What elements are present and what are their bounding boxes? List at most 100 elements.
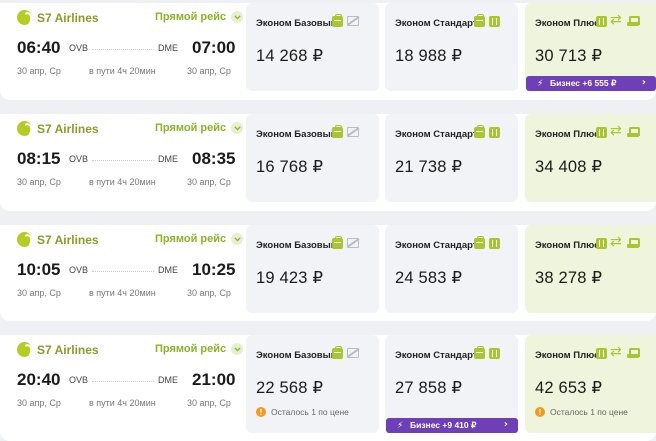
exchange-icon bbox=[610, 344, 623, 360]
no-change-icon bbox=[347, 127, 359, 137]
fare-features bbox=[332, 236, 359, 249]
no-change-icon bbox=[347, 348, 359, 358]
fare-name: Эконом Стандарт bbox=[395, 129, 478, 140]
airline: S7 Airlines bbox=[17, 121, 99, 136]
direct-flight-toggle[interactable]: Прямой рейс bbox=[155, 343, 244, 355]
fare-name: Эконом Стандарт bbox=[395, 18, 478, 29]
fare-option[interactable]: Эконом Стандарт 21 738 ₽ bbox=[385, 114, 518, 202]
departure-time: 10:05 bbox=[17, 260, 61, 279]
flight-duration: в пути 4ч 20мин bbox=[89, 398, 156, 408]
fare-name: Эконом Плюс bbox=[535, 129, 600, 140]
origin-code: OVB bbox=[69, 43, 89, 53]
fare-option[interactable]: Эконом Плюс 34 408 ₽ bbox=[525, 114, 656, 202]
fare-name: Эконом Базовый bbox=[256, 129, 337, 140]
suitcase-icon bbox=[489, 238, 500, 249]
departure-time: 06:40 bbox=[17, 38, 61, 57]
airline-name: S7 Airlines bbox=[37, 121, 99, 136]
fare-option[interactable]: Эконом Базовый 22 568 ₽ ! Осталось 1 по … bbox=[246, 335, 379, 433]
departure-time: 08:15 bbox=[17, 149, 61, 168]
chevron-right-icon: › bbox=[641, 77, 646, 88]
flight-card[interactable]: S7 Airlines Прямой рейс 08:15 OVB DME 08… bbox=[0, 114, 656, 211]
flight-card[interactable]: S7 Airlines Прямой рейс 20:40 OVB DME 21… bbox=[0, 335, 656, 441]
airline-name: S7 Airlines bbox=[37, 232, 99, 247]
route-line bbox=[92, 160, 154, 161]
direct-flight-label: Прямой рейс bbox=[155, 122, 227, 134]
chevron-down-icon[interactable] bbox=[231, 11, 244, 23]
seat-icon bbox=[627, 348, 640, 359]
exchange-icon bbox=[610, 234, 623, 250]
airline-name: S7 Airlines bbox=[37, 342, 99, 357]
fare-features bbox=[596, 123, 640, 139]
s7-logo-icon bbox=[17, 10, 32, 25]
fare-name: Эконом Стандарт bbox=[395, 240, 478, 251]
fare-option[interactable]: Эконом Базовый 19 423 ₽ bbox=[246, 225, 379, 313]
fare-features bbox=[596, 234, 640, 250]
business-upgrade-button[interactable]: ⚡ Бизнес +6 555 ₽ › bbox=[526, 76, 656, 91]
seat-icon bbox=[627, 238, 640, 249]
exchange-icon bbox=[610, 12, 623, 28]
fare-option[interactable]: Эконом Стандарт 27 858 ₽ ⚡ Бизнес +9 410… bbox=[385, 335, 518, 433]
fare-name: Эконом Плюс bbox=[535, 350, 600, 361]
flight-card[interactable]: S7 Airlines Прямой рейс 06:40 OVB DME 07… bbox=[0, 3, 656, 100]
bag-icon bbox=[474, 346, 485, 359]
departure-date: 30 апр, Ср bbox=[17, 66, 61, 76]
fare-option[interactable]: Эконом Базовый 14 268 ₽ bbox=[246, 3, 379, 91]
flight-card[interactable]: S7 Airlines Прямой рейс 10:05 OVB DME 10… bbox=[0, 225, 656, 321]
direct-flight-toggle[interactable]: Прямой рейс bbox=[155, 122, 244, 134]
destination-code: DME bbox=[158, 265, 178, 275]
origin-code: OVB bbox=[69, 154, 89, 164]
fare-name: Эконом Плюс bbox=[535, 18, 600, 29]
fare-name: Эконом Базовый bbox=[256, 18, 337, 29]
direct-flight-label: Прямой рейс bbox=[155, 11, 227, 23]
fare-option[interactable]: Эконом Стандарт 18 988 ₽ bbox=[385, 3, 518, 91]
lightning-icon: ⚡ bbox=[537, 78, 544, 89]
departure-date: 30 апр, Ср bbox=[17, 398, 61, 408]
seats-remaining-note: ! Осталось 1 по цене bbox=[256, 407, 349, 417]
arrival-date: 30 апр, Ср bbox=[187, 66, 231, 76]
fare-option[interactable]: Эконом Плюс 30 713 ₽ ⚡ Бизнес +6 555 ₽ › bbox=[525, 3, 656, 91]
fare-option[interactable]: Эконом Стандарт 24 583 ₽ bbox=[385, 225, 518, 313]
chevron-down-icon[interactable] bbox=[231, 233, 244, 245]
lightning-icon: ⚡ bbox=[397, 420, 404, 431]
fare-name: Эконом Плюс bbox=[535, 240, 600, 251]
direct-flight-toggle[interactable]: Прямой рейс bbox=[155, 233, 244, 245]
flight-duration: в пути 4ч 20мин bbox=[89, 288, 156, 298]
fare-price: 19 423 ₽ bbox=[256, 269, 324, 287]
fare-price: 24 583 ₽ bbox=[395, 269, 463, 287]
exchange-icon bbox=[610, 123, 623, 139]
suitcase-icon bbox=[596, 348, 607, 359]
destination-code: DME bbox=[158, 154, 178, 164]
bag-icon bbox=[332, 14, 343, 27]
direct-flight-label: Прямой рейс bbox=[155, 343, 227, 355]
suitcase-icon bbox=[596, 238, 607, 249]
fare-option[interactable]: Эконом Базовый 16 768 ₽ bbox=[246, 114, 379, 202]
warning-icon: ! bbox=[535, 407, 545, 417]
arrival-date: 30 апр, Ср bbox=[187, 398, 231, 408]
arrival-time: 07:00 bbox=[192, 38, 236, 57]
s7-logo-icon bbox=[17, 232, 32, 247]
origin-code: OVB bbox=[69, 375, 89, 385]
bag-icon bbox=[474, 125, 485, 138]
destination-code: DME bbox=[158, 43, 178, 53]
fare-name: Эконом Базовый bbox=[256, 350, 337, 361]
direct-flight-toggle[interactable]: Прямой рейс bbox=[155, 11, 244, 23]
airline: S7 Airlines bbox=[17, 342, 99, 357]
fare-option[interactable]: Эконом Плюс 42 653 ₽ ! Осталось 1 по цен… bbox=[525, 335, 656, 433]
warning-icon: ! bbox=[256, 407, 266, 417]
s7-logo-icon bbox=[17, 121, 32, 136]
suitcase-icon bbox=[596, 16, 607, 27]
fare-features bbox=[474, 236, 500, 249]
fare-price: 14 268 ₽ bbox=[256, 47, 324, 65]
chevron-down-icon[interactable] bbox=[231, 122, 244, 134]
suitcase-icon bbox=[596, 127, 607, 138]
arrival-time: 08:35 bbox=[192, 149, 236, 168]
route-line bbox=[92, 381, 154, 382]
suitcase-icon bbox=[489, 348, 500, 359]
fare-price: 18 988 ₽ bbox=[395, 47, 463, 65]
fare-option[interactable]: Эконом Плюс 38 278 ₽ bbox=[525, 225, 656, 313]
business-upgrade-button[interactable]: ⚡ Бизнес +9 410 ₽ › bbox=[386, 418, 518, 433]
business-upgrade-label: Бизнес +9 410 ₽ bbox=[410, 420, 477, 430]
suitcase-icon bbox=[489, 16, 500, 27]
fare-price: 42 653 ₽ bbox=[535, 379, 603, 397]
chevron-down-icon[interactable] bbox=[231, 343, 244, 355]
